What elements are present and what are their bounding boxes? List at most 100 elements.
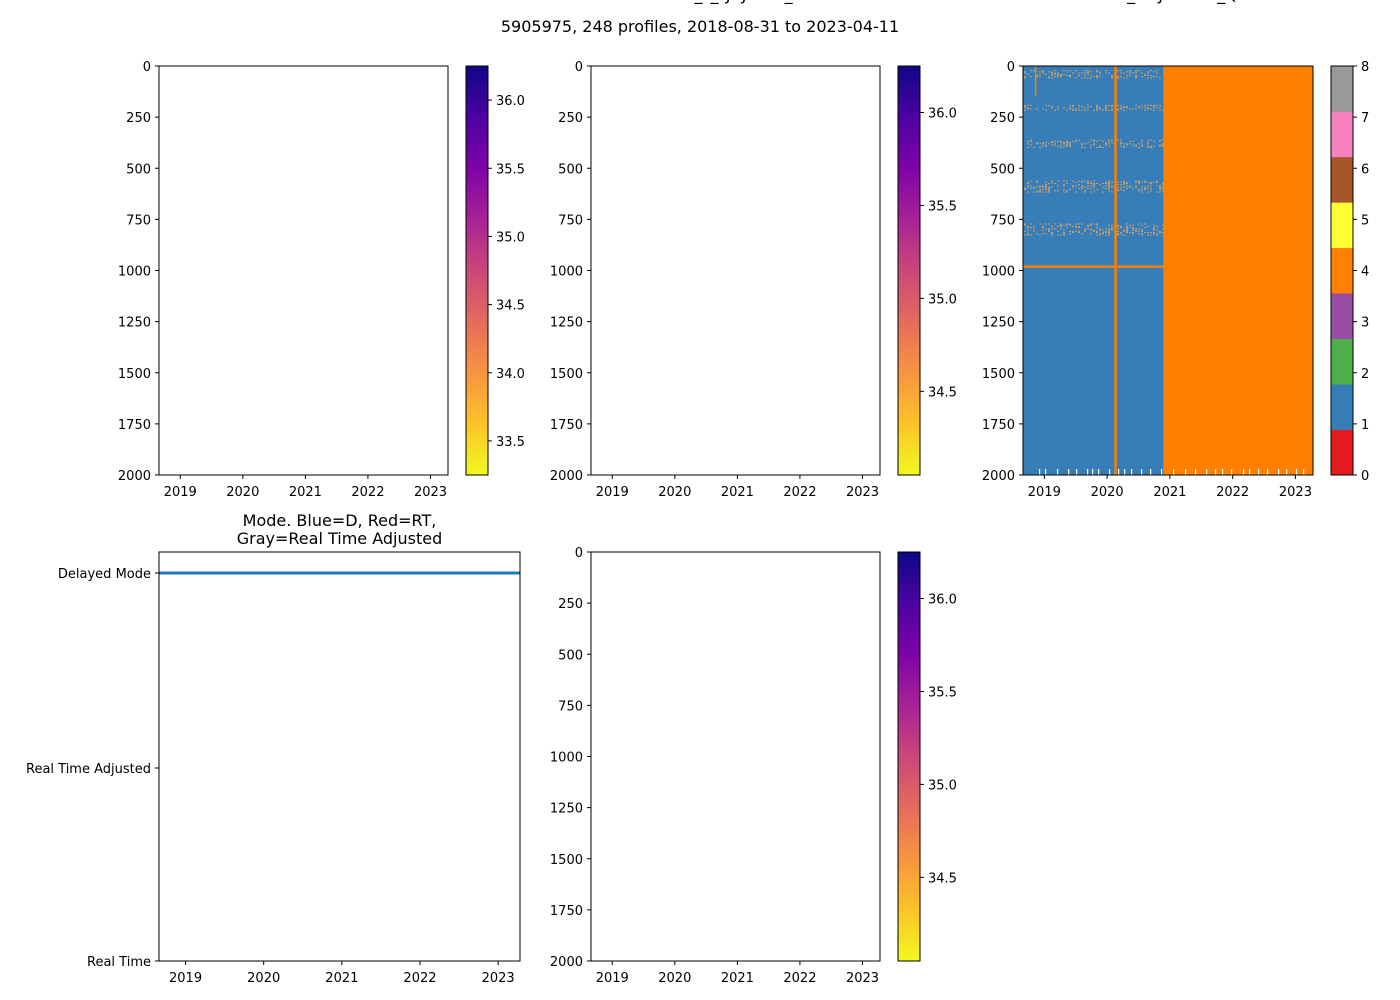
y-tick-label: 500 [990,162,1015,177]
panel-1: PSAL_ADJUSTED 0 250 500 750 1000 1250 1500 1750 2… [550,0,957,500]
qc-speckle [1156,181,1158,183]
qc-speckle [1111,186,1113,188]
qc-speckle [1090,187,1092,189]
qc-speckle [1090,74,1092,76]
qc-speckle [1123,182,1125,184]
qc-speckle [1063,184,1065,186]
qc-speckle [1072,104,1074,106]
qc-speckle [1075,181,1077,183]
missing-bottom [1215,469,1217,475]
qc-speckle [1129,224,1131,226]
missing-bottom [1098,469,1100,475]
qc-speckle [1030,185,1032,187]
qc-speckle [1084,180,1086,182]
qc-speckle [1132,187,1134,189]
qc-speckle [1087,185,1089,187]
qc-speckle [1141,233,1143,235]
qc-speckle [1159,107,1161,109]
qc-speckle [1096,107,1098,109]
qc-speckle [1024,72,1026,74]
gap-column [682,66,685,475]
qc-speckle [1078,187,1080,189]
qc-speckle [1033,191,1035,193]
qc-speckle [1087,71,1089,73]
qc-speckle [1084,191,1086,193]
qc-speckle [1090,139,1092,141]
qc-speckle [1153,109,1155,111]
qc-speckle [1042,142,1044,144]
qc-speckle [1156,225,1158,227]
qc-speckle [1144,180,1146,182]
qc-speckle [1132,140,1134,142]
qc-speckle [1138,182,1140,184]
missing-bottom [1057,469,1059,475]
missing-bottom [1076,469,1078,475]
qc-speckle [1036,76,1038,78]
qc-speckle [1105,108,1107,110]
panel-title: PSAL [284,0,324,4]
qc-speckle [1162,184,1164,186]
qc-speckle [1042,189,1044,191]
qc-speckle [1039,189,1041,191]
qc-speckle [1123,109,1125,111]
qc-speckle [1156,191,1158,193]
qc-speckle [1069,230,1071,232]
qc-speckle [1111,185,1113,187]
qc-speckle [1105,142,1107,144]
qc-speckle [1063,185,1065,187]
qc-speckle [1117,139,1119,141]
qc-speckle [1051,181,1053,183]
qc-speckle [1156,72,1158,74]
qc-speckle [1150,185,1152,187]
qc-speckle [1078,230,1080,232]
qc-speckle [1063,143,1065,145]
missing-bottom [1124,469,1126,475]
qc-speckle [1156,229,1158,231]
qc-speckle [1087,182,1089,184]
qc-speckle [1045,233,1047,235]
qc-speckle [1111,108,1113,110]
qc-speckle [1147,104,1149,106]
qc-speckle [1102,229,1104,231]
qc-speckle [1060,228,1062,230]
qc-speckle [1072,225,1074,227]
qc-speckle [1123,229,1125,231]
qc-speckle [1096,108,1098,110]
qc-speckle [1087,180,1089,182]
qc-speckle [1123,234,1125,236]
qc-speckle [1111,191,1113,193]
qc-speckle [1150,187,1152,189]
qc-speckle [1117,225,1119,227]
qc-speckle [1108,234,1110,236]
qc-speckle [1039,71,1041,73]
qc-speckle [1141,230,1143,232]
qc-speckle [1102,109,1104,111]
missing-bottom [631,469,633,475]
qc-speckle [1024,230,1026,232]
qc-speckle [1138,181,1140,183]
qc-speckle [1036,190,1038,192]
y-tick-label: 0 [143,60,151,75]
qc-speckle [1093,182,1095,184]
qc-speckle [1072,108,1074,110]
qc-speckle [1132,229,1134,231]
qc-speckle [1147,191,1149,193]
qc-speckle [1084,107,1086,109]
qc-speckle [1057,72,1059,74]
qc-speckle [1132,224,1134,226]
qc-speckle [1081,144,1083,146]
qc-speckle [1066,71,1068,73]
y-tick-label: 1750 [982,418,1015,433]
qc-speckle [1141,142,1143,144]
qc-speckle [1081,185,1083,187]
qc-speckle [1126,225,1128,227]
qc-speckle [1063,107,1065,109]
qc-speckle [1093,184,1095,186]
qc-speckle [1096,71,1098,73]
missing-bottom [411,469,413,475]
qc-speckle [1162,190,1164,192]
qc-speckle [1063,224,1065,226]
missing-bottom [1039,469,1041,475]
qc-speckle [1033,146,1035,148]
